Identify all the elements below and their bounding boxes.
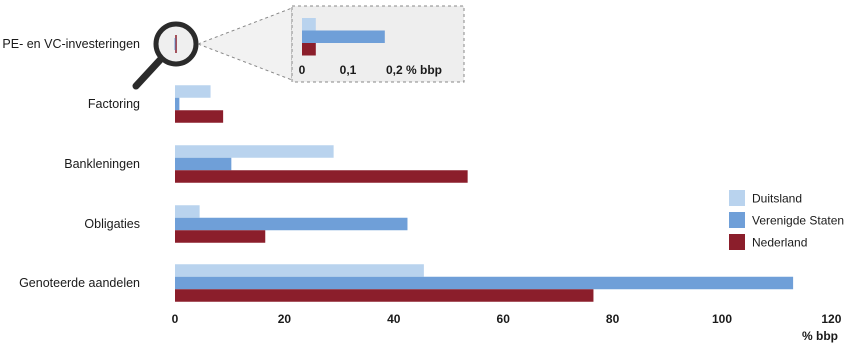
inset-bars (302, 18, 385, 56)
x-tick-label: 40 (387, 312, 401, 326)
inset-x-tick-label: 0,1 (340, 63, 357, 77)
x-tick-label: 80 (606, 312, 620, 326)
inset-x-tick-label: 0 (299, 63, 306, 77)
legend-label-verenigde-staten: Verenigde Staten (752, 214, 844, 228)
inset-bar-duitsland (302, 18, 316, 31)
legend-swatch-duitsland (729, 190, 745, 206)
x-tick-label: 20 (278, 312, 292, 326)
bar-genoteerde-aandelen-nederland (175, 289, 594, 302)
magnifier-icon (132, 21, 199, 90)
legend-label-nederland: Nederland (752, 236, 807, 250)
category-label-factoring: Factoring (88, 97, 140, 111)
inset-bar-verenigde-staten (302, 30, 385, 43)
bar-bankleningen-duitsland (175, 145, 334, 158)
main-bars (175, 85, 794, 302)
bar-factoring-duitsland (175, 85, 211, 98)
x-tick-label: 120 (821, 312, 841, 326)
legend: Duitsland Verenigde Staten Nederland (729, 190, 844, 250)
bar-obligaties-verenigde-staten (175, 217, 408, 231)
x-tick-label: 60 (497, 312, 511, 326)
bar-obligaties-nederland (175, 230, 266, 243)
bar-factoring-nederland (175, 110, 224, 123)
bar-factoring-verenigde-staten (175, 97, 180, 111)
x-tick-label: 0 (172, 312, 179, 326)
x-axis-ticks: 0 20 40 60 80 100 120 (172, 312, 842, 326)
bar-obligaties-duitsland (175, 205, 200, 218)
category-label-pe-en-vc-investeringen: PE- en VC-investeringen (2, 37, 140, 51)
x-axis-unit: % bbp (802, 329, 838, 343)
category-labels: PE- en VC-investeringen Factoring Bankleni… (2, 37, 140, 290)
legend-label-duitsland: Duitsland (752, 192, 802, 206)
inset-bar-nederland (302, 43, 316, 56)
category-label-bankleningen: Bankleningen (64, 157, 140, 171)
bar-genoteerde-aandelen-verenigde-staten (175, 276, 794, 290)
legend-swatch-nederland (729, 234, 745, 250)
inset-x-axis-ticks: 0 0,1 0,2 % bbp (299, 63, 442, 77)
x-tick-label: 100 (712, 312, 732, 326)
bar-bankleningen-nederland (175, 170, 468, 183)
category-label-genoteerde-aandelen: Genoteerde aandelen (19, 276, 140, 290)
bar-bankleningen-verenigde-staten (175, 157, 232, 171)
legend-swatch-verenigde-staten (729, 212, 745, 228)
inset-callout (196, 5, 465, 83)
inset-x-tick-label: 0,2 % bbp (386, 63, 442, 77)
bar-genoteerde-aandelen-duitsland (175, 264, 424, 277)
category-label-obligaties: Obligaties (84, 217, 140, 231)
